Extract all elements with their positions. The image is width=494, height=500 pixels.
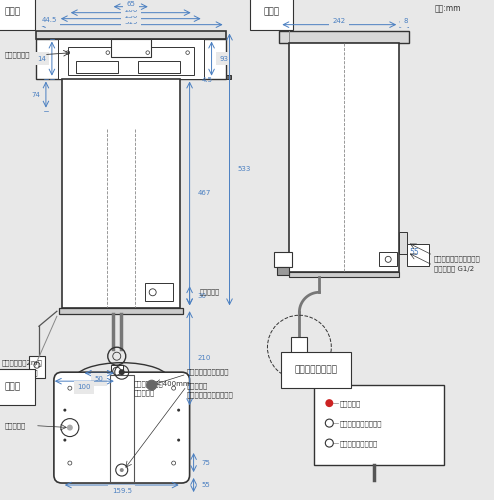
Text: 44.5: 44.5: [41, 16, 57, 22]
Text: 本体給水口: 本体給水口: [187, 382, 208, 389]
Circle shape: [67, 424, 73, 430]
Text: キッチンシャワー: キッチンシャワー: [289, 365, 324, 372]
Bar: [314, 385, 444, 465]
Text: 14: 14: [37, 56, 46, 62]
Text: 30: 30: [198, 294, 206, 300]
Text: アース線（2m）: アース線（2m）: [2, 369, 39, 376]
Text: 55: 55: [409, 248, 419, 258]
Bar: [289, 42, 399, 272]
Circle shape: [326, 399, 333, 407]
Text: 8: 8: [404, 18, 409, 24]
Text: 排水ツマミ: 排水ツマミ: [5, 422, 26, 429]
Text: 467: 467: [198, 190, 211, 196]
Bar: [289, 272, 399, 278]
Text: 単位:mm: 単位:mm: [435, 4, 461, 14]
Text: 230: 230: [124, 12, 137, 18]
Text: 210: 210: [198, 355, 211, 361]
Bar: [145, 284, 172, 302]
Text: 漏電ランプ: 漏電ランプ: [339, 400, 361, 406]
Text: 電源プラグ詳細図: 電源プラグ詳細図: [294, 365, 337, 374]
Bar: [59, 308, 183, 314]
Circle shape: [113, 367, 121, 375]
Bar: [29, 356, 45, 378]
Bar: [68, 46, 194, 74]
Bar: [76, 60, 118, 72]
Text: 正面図: 正面図: [5, 8, 21, 16]
Text: 本体固定稴: 本体固定稴: [200, 288, 220, 295]
Text: 159.5: 159.5: [112, 488, 132, 494]
Bar: [278, 268, 289, 276]
Text: （一軸型減圧弁要取付）: （一軸型減圧弁要取付）: [187, 391, 233, 398]
Bar: [407, 244, 429, 266]
Text: シャワー出湯管400mm: シャワー出湯管400mm: [134, 380, 190, 387]
Text: 給水接続口 G1/2: 給水接続口 G1/2: [434, 266, 474, 272]
Text: 74: 74: [31, 92, 40, 98]
Text: 4.5: 4.5: [202, 76, 212, 82]
Bar: [275, 252, 292, 268]
Text: 200: 200: [124, 6, 137, 12]
Text: 100: 100: [77, 384, 90, 390]
Text: 55: 55: [202, 482, 210, 488]
Circle shape: [120, 468, 124, 472]
Bar: [379, 252, 397, 266]
Text: 65: 65: [126, 0, 135, 6]
Bar: [399, 232, 407, 254]
Text: 本体取付金具: 本体取付金具: [5, 52, 31, 58]
Bar: [110, 375, 134, 482]
Circle shape: [63, 408, 66, 412]
Bar: [280, 30, 409, 42]
Circle shape: [177, 438, 180, 442]
Text: 電源コード（2m）: 電源コード（2m）: [2, 359, 43, 366]
Text: M4丸端子付: M4丸端子付: [2, 378, 29, 385]
Bar: [58, 38, 204, 78]
FancyBboxPatch shape: [54, 372, 190, 483]
Circle shape: [177, 408, 180, 412]
Bar: [36, 30, 226, 38]
Bar: [62, 78, 180, 308]
Bar: [111, 365, 123, 377]
Text: 319: 319: [124, 18, 137, 24]
Text: シャワー出湯管取付口: シャワー出湯管取付口: [187, 368, 229, 375]
Bar: [111, 38, 151, 56]
Bar: [291, 337, 307, 359]
Circle shape: [119, 369, 125, 375]
Text: （付属品）: （付属品）: [134, 389, 155, 396]
Text: 533: 533: [238, 166, 251, 172]
Bar: [226, 74, 231, 78]
Text: 一軸型減圧弁（付属品）: 一軸型減圧弁（付属品）: [434, 256, 481, 262]
Text: テストボタン（切）: テストボタン（切）: [339, 440, 377, 446]
Text: 93: 93: [219, 56, 229, 62]
Text: リセットボタン（入）: リセットボタン（入）: [339, 420, 382, 426]
Bar: [36, 38, 226, 78]
Text: 底面図: 底面図: [263, 8, 280, 16]
Text: 底面図: 底面図: [5, 382, 21, 391]
Circle shape: [147, 380, 157, 390]
Bar: [138, 60, 180, 72]
Text: 242: 242: [333, 18, 346, 24]
Text: 75: 75: [202, 460, 210, 466]
Text: 50: 50: [94, 376, 103, 382]
Circle shape: [63, 438, 66, 442]
